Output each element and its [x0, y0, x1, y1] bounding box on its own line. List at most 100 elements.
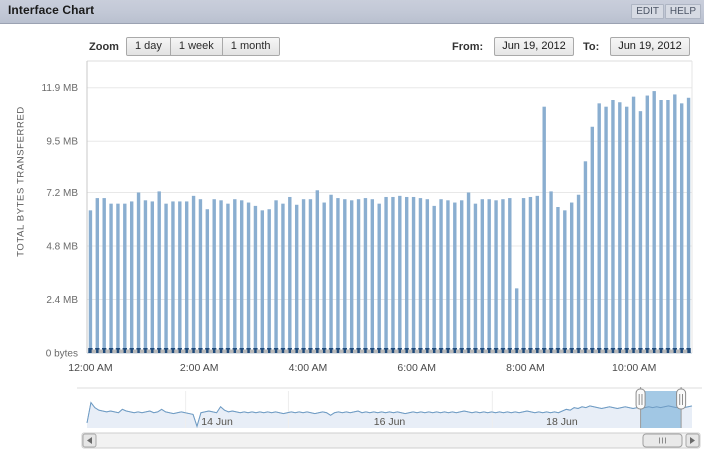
- bar[interactable]: [301, 199, 306, 353]
- bar[interactable]: [233, 199, 237, 353]
- handle-grip[interactable]: [676, 388, 687, 410]
- scrollbar-thumb[interactable]: [642, 433, 683, 448]
- zoom-1-day-button[interactable]: 1 day: [127, 38, 171, 55]
- bar[interactable]: [184, 201, 189, 353]
- bar[interactable]: [569, 202, 574, 353]
- bar[interactable]: [583, 161, 588, 353]
- bar[interactable]: [563, 210, 567, 353]
- bar[interactable]: [604, 106, 608, 353]
- bar[interactable]: [638, 111, 643, 354]
- bar[interactable]: [219, 200, 223, 353]
- from-date-input[interactable]: Jun 19, 2012: [494, 37, 574, 56]
- navigator-selection-window[interactable]: [640, 391, 682, 428]
- bar[interactable]: [150, 201, 155, 353]
- bar[interactable]: [659, 100, 663, 353]
- bar[interactable]: [576, 194, 581, 353]
- bar[interactable]: [315, 190, 320, 353]
- to-date-input[interactable]: Jun 19, 2012: [610, 37, 690, 56]
- navigator-handle-left[interactable]: [635, 387, 646, 428]
- bar[interactable]: [494, 200, 498, 353]
- zoom-1-week-button[interactable]: 1 week: [170, 38, 223, 55]
- bar[interactable]: [308, 199, 313, 353]
- bar[interactable]: [404, 196, 409, 353]
- bar[interactable]: [549, 191, 553, 353]
- bar[interactable]: [645, 95, 650, 354]
- bar[interactable]: [164, 203, 168, 353]
- bar[interactable]: [322, 202, 326, 353]
- bar[interactable]: [446, 200, 450, 353]
- bar[interactable]: [631, 96, 636, 353]
- bar[interactable]: [556, 207, 560, 353]
- bar[interactable]: [267, 209, 271, 353]
- bar[interactable]: [418, 198, 423, 353]
- bar[interactable]: [246, 202, 251, 353]
- bar[interactable]: [157, 191, 161, 353]
- bar[interactable]: [95, 198, 100, 353]
- bar[interactable]: [88, 210, 93, 353]
- bar[interactable]: [329, 194, 333, 353]
- scrollbar-track[interactable]: [81, 432, 701, 449]
- bar[interactable]: [102, 198, 106, 353]
- bar[interactable]: [384, 196, 388, 353]
- bar[interactable]: [109, 203, 113, 353]
- bar[interactable]: [239, 200, 244, 353]
- bar[interactable]: [281, 203, 285, 353]
- bar[interactable]: [673, 94, 677, 353]
- bar[interactable]: [191, 195, 196, 353]
- bar[interactable]: [398, 195, 402, 353]
- bar[interactable]: [590, 126, 595, 353]
- bar[interactable]: [343, 199, 347, 353]
- bar[interactable]: [528, 196, 533, 353]
- edit-button[interactable]: EDIT: [631, 4, 664, 19]
- bar[interactable]: [432, 205, 436, 353]
- bar[interactable]: [459, 200, 464, 353]
- help-button[interactable]: HELP: [664, 4, 701, 19]
- bar[interactable]: [439, 199, 443, 353]
- bar[interactable]: [226, 203, 230, 353]
- bar[interactable]: [253, 205, 258, 353]
- scrollbar-left-button[interactable]: [82, 433, 97, 448]
- bar[interactable]: [666, 100, 670, 353]
- zoom-1-month-button[interactable]: 1 month: [222, 38, 279, 55]
- bar[interactable]: [618, 102, 622, 354]
- bar[interactable]: [611, 100, 615, 353]
- bar[interactable]: [143, 200, 148, 353]
- bar[interactable]: [542, 106, 546, 353]
- bar[interactable]: [521, 198, 526, 353]
- bar[interactable]: [480, 199, 485, 353]
- bar[interactable]: [453, 202, 457, 353]
- bar[interactable]: [349, 200, 354, 353]
- handle-grip[interactable]: [635, 388, 646, 410]
- bar[interactable]: [336, 198, 340, 353]
- bar[interactable]: [391, 196, 395, 353]
- bar[interactable]: [411, 196, 416, 353]
- scrollbar-right-button[interactable]: [685, 433, 700, 448]
- bar[interactable]: [116, 203, 120, 353]
- bar[interactable]: [679, 103, 684, 353]
- bar[interactable]: [123, 203, 127, 353]
- bar[interactable]: [597, 103, 601, 353]
- bar[interactable]: [363, 198, 368, 353]
- bar[interactable]: [473, 203, 478, 353]
- navigator-handle-right[interactable]: [676, 387, 687, 428]
- bar[interactable]: [356, 199, 361, 353]
- bar[interactable]: [624, 106, 629, 353]
- bar[interactable]: [377, 203, 381, 353]
- bar[interactable]: [686, 97, 691, 353]
- bar[interactable]: [508, 198, 512, 353]
- bar[interactable]: [129, 201, 134, 353]
- bar[interactable]: [487, 199, 491, 353]
- bar[interactable]: [212, 199, 216, 353]
- bar[interactable]: [171, 201, 175, 353]
- bar[interactable]: [652, 91, 656, 353]
- bar[interactable]: [260, 210, 265, 353]
- bar[interactable]: [288, 196, 292, 353]
- bar[interactable]: [274, 200, 278, 353]
- bar[interactable]: [205, 209, 210, 353]
- bar[interactable]: [466, 192, 471, 353]
- bar[interactable]: [514, 288, 519, 353]
- bar[interactable]: [370, 199, 375, 353]
- bar[interactable]: [501, 199, 505, 353]
- bar[interactable]: [294, 204, 299, 353]
